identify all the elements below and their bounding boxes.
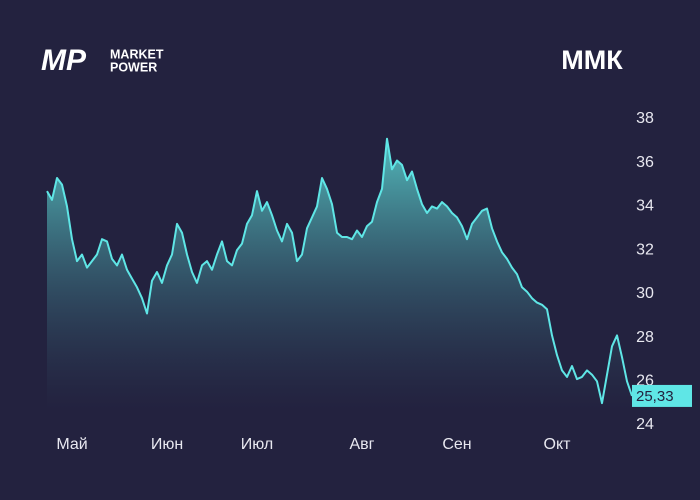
x-tick-label: Май xyxy=(56,436,87,453)
area-fill xyxy=(47,138,632,410)
y-tick-label: 36 xyxy=(636,154,654,171)
y-tick-label: 28 xyxy=(636,329,654,346)
x-tick-label: Окт xyxy=(544,436,572,453)
x-tick-label: Июл xyxy=(241,436,273,453)
last-value-box xyxy=(632,384,692,407)
price-line xyxy=(46,137,633,405)
y-tick-label: 32 xyxy=(636,241,654,258)
x-tick-label: Авг xyxy=(349,436,374,453)
y-tick-label: 30 xyxy=(636,285,654,302)
y-tick-label: 34 xyxy=(636,198,654,215)
y-tick-label: 38 xyxy=(636,110,654,127)
x-tick-label: Июн xyxy=(151,436,183,453)
logo-mark: MP xyxy=(41,44,87,77)
logo-text: MARKET xyxy=(110,47,164,61)
chart-title: ММК xyxy=(561,45,623,75)
logo-text: POWER xyxy=(110,60,157,74)
last-value-label: 25,33 xyxy=(636,388,674,405)
y-tick-label: 24 xyxy=(636,416,654,433)
x-tick-label: Сен xyxy=(442,436,471,453)
